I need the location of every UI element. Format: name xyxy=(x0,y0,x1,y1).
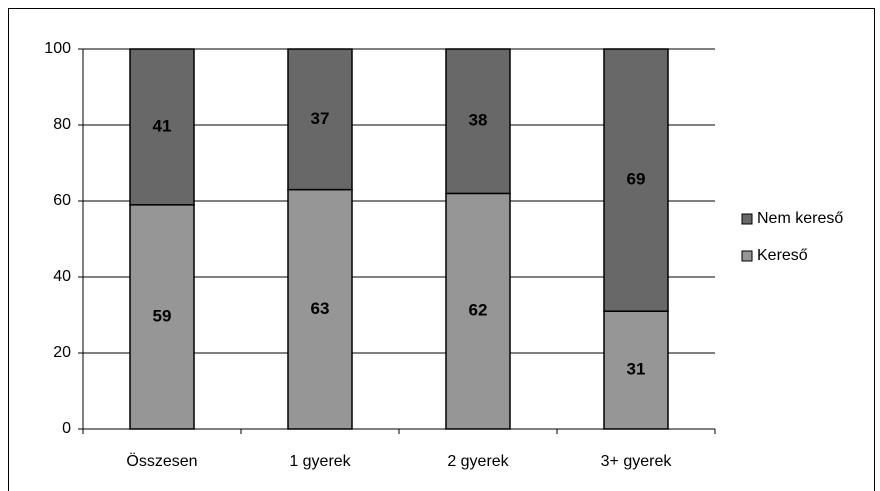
bar-segment xyxy=(129,48,195,206)
y-tick-label: 40 xyxy=(53,268,71,285)
data-label: 69 xyxy=(627,170,646,189)
legend-label: Nem kereső xyxy=(757,210,843,227)
x-tick-label: 3+ gyerek xyxy=(601,453,673,470)
data-label: 37 xyxy=(311,109,330,128)
y-tick-label: 60 xyxy=(53,192,71,209)
legend-swatch xyxy=(741,213,753,225)
legend-swatch xyxy=(741,250,753,262)
bar-segment xyxy=(603,48,669,312)
data-label: 63 xyxy=(311,299,330,318)
data-label: 62 xyxy=(469,301,488,320)
x-tick-label: 1 gyerek xyxy=(289,453,351,470)
y-tick-label: 20 xyxy=(53,344,71,361)
y-tick-label: 0 xyxy=(62,420,71,437)
bar-segment xyxy=(445,48,511,195)
data-label: 59 xyxy=(153,306,172,325)
data-label: 31 xyxy=(627,360,646,379)
bar-segment xyxy=(287,188,353,430)
legend-label: Kereső xyxy=(757,247,808,264)
bar-segment xyxy=(445,192,511,430)
y-tick-label: 80 xyxy=(53,116,71,133)
y-tick-label: 100 xyxy=(44,40,71,57)
data-label: 38 xyxy=(469,111,488,130)
bar-segment xyxy=(603,310,669,430)
bar-segment xyxy=(287,48,353,191)
data-label: 41 xyxy=(153,116,172,135)
bar-segment xyxy=(129,204,195,430)
x-tick-label: Összesen xyxy=(126,452,197,470)
x-tick-label: 2 gyerek xyxy=(447,453,509,470)
